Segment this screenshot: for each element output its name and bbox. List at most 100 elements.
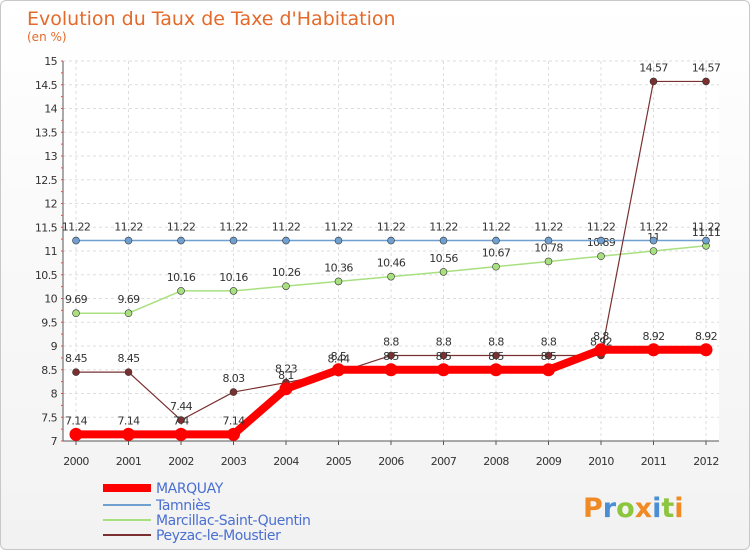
data-point bbox=[279, 382, 293, 396]
data-point bbox=[544, 236, 553, 245]
data-label: 10.26 bbox=[272, 266, 301, 279]
logo-letter: x bbox=[635, 493, 652, 524]
data-point bbox=[124, 309, 133, 318]
x-tick-label: 2006 bbox=[378, 455, 404, 468]
data-label: 7.14 bbox=[65, 414, 88, 427]
data-point bbox=[439, 236, 448, 245]
data-point bbox=[542, 363, 555, 377]
data-point bbox=[124, 368, 133, 376]
data-label: 11.22 bbox=[62, 221, 91, 234]
data-point bbox=[699, 343, 713, 357]
data-label: 8.8 bbox=[436, 336, 452, 349]
data-point bbox=[544, 351, 553, 360]
data-point bbox=[439, 268, 448, 276]
data-point bbox=[649, 247, 658, 255]
data-label: 11.22 bbox=[482, 221, 511, 234]
data-label: 11.22 bbox=[587, 221, 616, 234]
x-tick-label: 2008 bbox=[483, 455, 509, 468]
data-point bbox=[387, 272, 395, 281]
legend-item-tamni-s: Tamniès bbox=[103, 498, 211, 514]
data-point bbox=[227, 427, 240, 441]
y-tick-label: 9 bbox=[51, 340, 58, 353]
y-tick-label: 11 bbox=[44, 245, 57, 258]
data-point bbox=[597, 252, 605, 261]
legend-label: Peyzac-le-Moustier bbox=[156, 528, 281, 544]
x-tick-label: 2012 bbox=[693, 455, 719, 468]
data-point bbox=[437, 363, 450, 377]
data-point bbox=[282, 236, 290, 245]
data-point bbox=[72, 236, 80, 245]
data-label: 14.57 bbox=[692, 61, 721, 74]
x-tick-label: 2000 bbox=[63, 455, 89, 468]
y-tick-label: 14 bbox=[44, 103, 57, 116]
data-label: 8.8 bbox=[541, 336, 557, 349]
data-label: 11.11 bbox=[692, 226, 721, 239]
data-label: 8.5 bbox=[331, 350, 347, 363]
data-label: 11.22 bbox=[219, 221, 248, 234]
data-point bbox=[387, 351, 395, 360]
legend-label: Marcillac-Saint-Quentin bbox=[156, 513, 311, 529]
logo-letter: i bbox=[674, 493, 683, 524]
x-tick-label: 2002 bbox=[168, 455, 194, 468]
data-label: 10.56 bbox=[429, 252, 458, 265]
legend-label: Tamniès bbox=[155, 498, 210, 514]
chart-subtitle: (en %) bbox=[27, 30, 67, 44]
data-label: 10.16 bbox=[167, 271, 196, 284]
series-tamni-s: 11.22 11.22 11.22 11.22 11.22 11.22 11.22 11.22… bbox=[62, 221, 721, 245]
data-point bbox=[332, 363, 345, 377]
data-point bbox=[384, 363, 398, 377]
data-label: 8.8 bbox=[488, 336, 504, 349]
data-label: 14.57 bbox=[639, 61, 668, 74]
data-label: 8.92 bbox=[590, 336, 612, 349]
legend-item-peyzac-le-moustier: Peyzac-le-Moustier bbox=[103, 528, 281, 544]
data-point bbox=[647, 343, 660, 357]
y-tick-label: 10.5 bbox=[35, 269, 58, 282]
data-point bbox=[597, 236, 605, 245]
data-label: 11.22 bbox=[324, 221, 353, 234]
data-point bbox=[177, 287, 185, 295]
data-point bbox=[229, 388, 238, 396]
y-tick-label: 8.5 bbox=[41, 364, 57, 377]
data-point bbox=[439, 351, 448, 360]
data-label: 7.44 bbox=[170, 400, 193, 413]
logo-letter: o bbox=[616, 493, 635, 524]
series-layer: 9.69 9.69 10.16 10.16 10.26 10.36 10.46 10.56 10… bbox=[62, 61, 721, 441]
x-tick-label: 2007 bbox=[431, 455, 457, 468]
data-point bbox=[489, 363, 503, 377]
data-label: 10.16 bbox=[219, 271, 248, 284]
data-point bbox=[177, 236, 185, 245]
data-label: 11.22 bbox=[377, 221, 406, 234]
y-tick-label: 10 bbox=[44, 293, 57, 306]
x-tick-label: 2009 bbox=[536, 455, 562, 468]
data-point bbox=[229, 236, 238, 245]
data-point bbox=[702, 77, 710, 86]
legend: MARQUAYTamnièsMarcillac-Saint-QuentinPey… bbox=[103, 481, 311, 544]
logo-letter: t bbox=[661, 493, 674, 524]
data-label: 8.5 bbox=[436, 350, 452, 363]
data-label: 10.67 bbox=[482, 247, 511, 260]
data-label: 10.78 bbox=[534, 241, 563, 254]
data-label: 9.69 bbox=[65, 293, 88, 306]
data-label: 10.36 bbox=[324, 261, 353, 274]
data-label: 7.14 bbox=[117, 414, 140, 427]
data-point bbox=[334, 236, 343, 245]
data-label: 8.92 bbox=[695, 330, 717, 343]
x-tick-label: 2001 bbox=[116, 455, 142, 468]
data-point bbox=[594, 343, 608, 357]
data-point bbox=[334, 277, 343, 286]
series-marquay: 7.14 7.14 7.4 7.148.18.5 8.5 8.5 8.5 8.58.8 8.92… bbox=[65, 330, 718, 441]
y-tick-label: 11.5 bbox=[35, 221, 58, 234]
x-tick-label: 2011 bbox=[641, 455, 667, 468]
logo-letter: P bbox=[583, 493, 603, 524]
data-point bbox=[72, 309, 80, 318]
legend-label: MARQUAY bbox=[156, 481, 224, 497]
data-point bbox=[174, 427, 188, 441]
proxiti-logo: Proxiti bbox=[583, 493, 684, 524]
data-label: 8.8 bbox=[593, 330, 609, 343]
y-tick-label: 12 bbox=[44, 198, 57, 211]
y-tick-label: 14.5 bbox=[35, 79, 58, 92]
x-tick-label: 2010 bbox=[588, 455, 614, 468]
chart-title: Evolution du Taux de Taxe d'Habitation bbox=[27, 8, 396, 30]
data-point bbox=[492, 351, 500, 360]
